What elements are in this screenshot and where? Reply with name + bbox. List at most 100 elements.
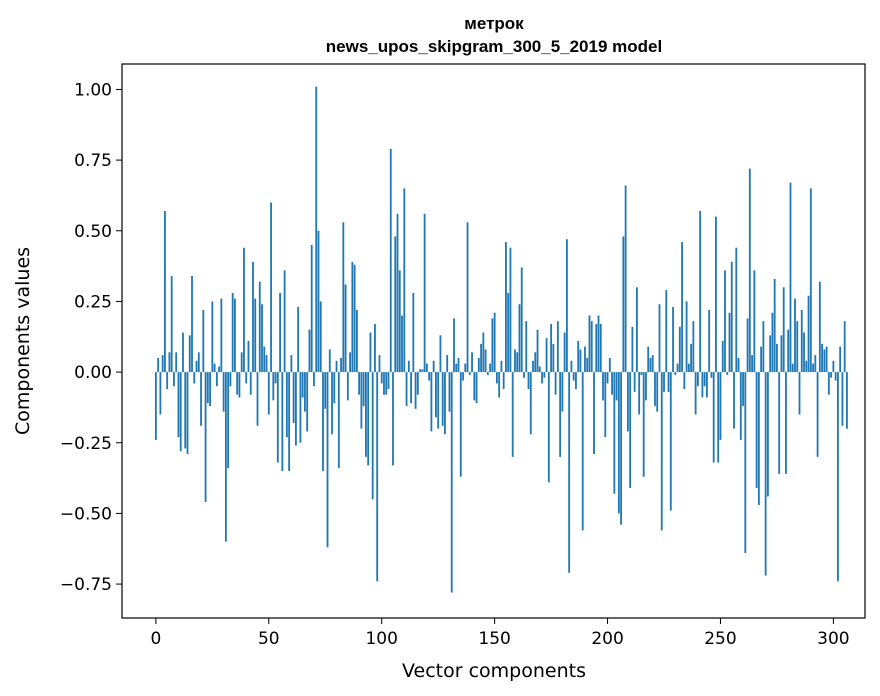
bar-22	[204, 372, 207, 503]
bar-184	[570, 360, 573, 373]
bar-41	[247, 341, 250, 373]
bar-116	[416, 372, 419, 395]
bar-16	[191, 275, 193, 373]
bar-236	[687, 363, 690, 373]
bar-245	[708, 309, 711, 373]
bar-68	[308, 329, 311, 373]
bar-164	[525, 321, 528, 373]
bar-110	[403, 188, 406, 373]
bar-101	[383, 372, 385, 395]
bar-174	[547, 372, 550, 483]
bar-96	[371, 372, 374, 500]
bar-190	[584, 346, 586, 373]
bar-300	[832, 360, 835, 373]
bar-274	[773, 278, 776, 373]
bar-222	[656, 372, 659, 412]
bar-248	[715, 216, 717, 373]
bar-88	[353, 264, 356, 373]
bar-159	[514, 349, 516, 373]
bar-45	[256, 372, 259, 426]
bar-127	[441, 372, 444, 426]
bar-161	[518, 304, 521, 373]
bar-82	[340, 357, 342, 373]
bar-163	[523, 372, 525, 378]
bar-234	[683, 372, 686, 390]
bar-35	[234, 298, 236, 373]
x-tick-label-200: 200	[591, 629, 623, 649]
bar-97	[374, 324, 376, 373]
chart-title-line-2: news_upos_skipgram_300_5_2019 model	[326, 37, 662, 56]
bar-137	[464, 363, 467, 373]
bar-124	[435, 372, 437, 418]
bar-242	[701, 372, 704, 398]
bar-91	[360, 372, 363, 429]
bar-119	[423, 213, 426, 373]
bar-113	[410, 372, 412, 404]
bar-118	[421, 369, 424, 373]
bar-151	[495, 372, 498, 384]
bar-144	[480, 343, 482, 373]
bar-40	[245, 372, 248, 384]
bar-56	[281, 372, 284, 472]
bar-240	[696, 372, 699, 387]
bar-268	[760, 346, 763, 373]
bar-17	[193, 372, 196, 384]
bar-187	[577, 341, 580, 373]
bar-297	[825, 346, 828, 373]
bar-267	[757, 372, 760, 505]
bar-12	[182, 332, 184, 373]
bar-112	[407, 360, 410, 373]
bar-6	[168, 352, 171, 373]
bar-52	[272, 372, 275, 401]
bar-168	[534, 352, 537, 373]
bar-225	[663, 372, 665, 392]
x-tick-label-300: 300	[817, 629, 849, 649]
bar-191	[586, 357, 589, 373]
bar-176	[552, 343, 555, 373]
bar-281	[789, 182, 792, 373]
bar-122	[430, 372, 433, 432]
bar-1	[157, 357, 160, 373]
plot-frame	[121, 63, 866, 619]
bar-32	[227, 372, 230, 469]
bar-117	[419, 369, 422, 373]
bar-65	[301, 372, 304, 398]
bar-70	[313, 372, 315, 387]
bar-257	[735, 247, 738, 373]
bar-214	[638, 372, 641, 415]
bar-78	[331, 372, 333, 435]
x-axis-label: Vector components	[402, 660, 586, 682]
bar-140	[471, 352, 473, 373]
bar-208	[624, 185, 627, 373]
bar-232	[678, 326, 681, 373]
bar-303	[839, 346, 842, 373]
bar-125	[437, 372, 440, 429]
bar-44	[254, 298, 257, 373]
bar-61	[292, 372, 295, 423]
bar-148	[489, 363, 492, 373]
bar-5	[166, 372, 169, 390]
bar-254	[728, 312, 731, 373]
bar-247	[712, 372, 715, 463]
bar-128	[444, 372, 446, 435]
y-tick-label-3: 0.00	[74, 363, 112, 383]
bar-92	[362, 372, 365, 407]
bar-42	[249, 372, 252, 395]
bar-230	[674, 372, 677, 375]
bar-79	[333, 372, 336, 404]
bar-271	[766, 372, 769, 497]
bar-107	[396, 213, 399, 373]
bar-105	[392, 372, 394, 466]
bar-189	[581, 372, 584, 531]
bar-250	[719, 372, 722, 440]
bar-99	[378, 355, 381, 373]
bar-207	[622, 236, 625, 373]
bar-0	[154, 372, 157, 440]
bar-252	[724, 270, 726, 373]
bar-270	[764, 372, 767, 576]
bar-193	[590, 321, 593, 373]
bar-89	[355, 309, 358, 373]
bar-34	[231, 292, 234, 373]
bar-20	[200, 372, 202, 426]
